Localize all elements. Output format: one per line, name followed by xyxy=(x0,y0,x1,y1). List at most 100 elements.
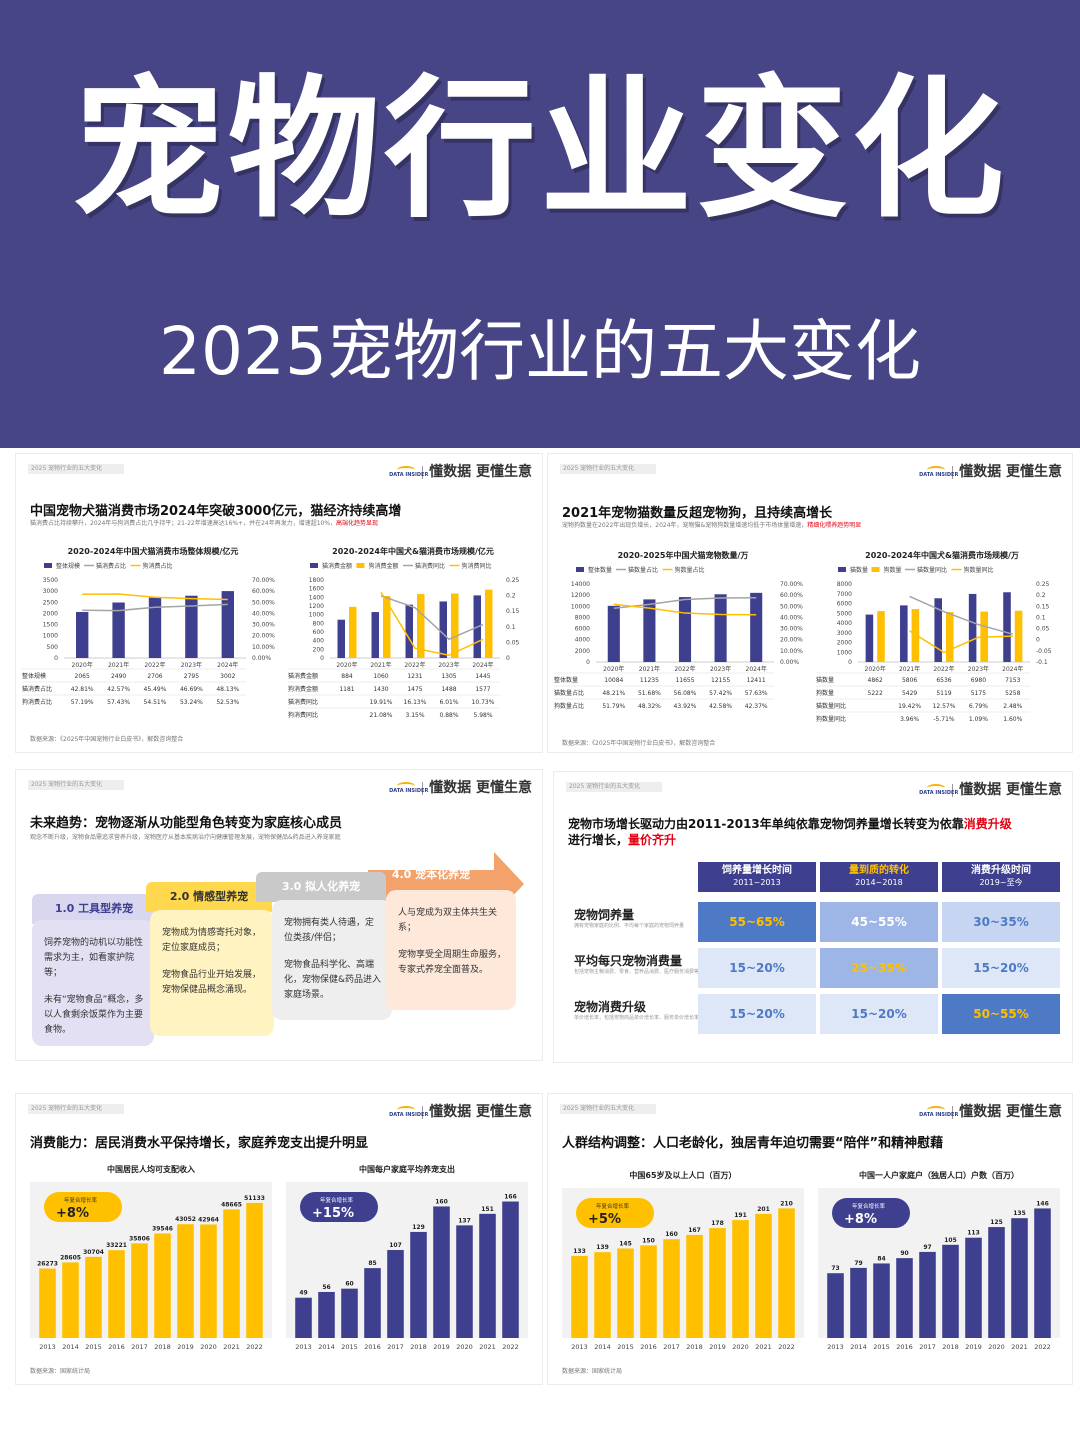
cagr-value: +5% xyxy=(588,1212,621,1227)
bar xyxy=(433,1206,450,1338)
x-tick-label: 2022 xyxy=(502,1343,519,1351)
bar xyxy=(663,1239,680,1338)
cagr-label: 年复合增长率 xyxy=(64,1196,98,1204)
hero-subtitle: 2025宠物行业的五大变化 xyxy=(159,313,921,390)
chart-title: 2020-2024年中国犬猫消费市场整体规模/亿元 xyxy=(68,546,239,556)
cagr-label: 年复合增长率 xyxy=(596,1202,630,1210)
table-row-label: 猫消费同比 xyxy=(288,698,318,706)
bar xyxy=(968,593,977,662)
bar xyxy=(456,1225,473,1338)
table-cell: 53.24% xyxy=(180,699,203,706)
data-label: 133 xyxy=(573,1248,586,1255)
y-tick-label: 14000 xyxy=(571,581,590,588)
table-cell: 6980 xyxy=(971,677,986,684)
data-label: 42964 xyxy=(198,1216,219,1223)
y2-tick-label: 0.15 xyxy=(1036,603,1050,610)
x-tick-label: 2021年 xyxy=(108,661,129,669)
data-label: 137 xyxy=(458,1217,471,1224)
table-cell: 57.63% xyxy=(745,690,768,697)
x-tick-label: 2022 xyxy=(778,1343,795,1351)
bar xyxy=(502,1201,519,1338)
table-cell: 48.21% xyxy=(602,690,625,697)
y2-tick-label: 20.00% xyxy=(780,637,803,644)
table-cell: 48.32% xyxy=(638,703,661,710)
data-label: 210 xyxy=(780,1200,793,1207)
y-tick-label: 1800 xyxy=(309,577,324,584)
table-cell: 6.79% xyxy=(969,703,988,710)
x-tick-label: 2013 xyxy=(571,1343,588,1351)
chart-6: 中国每户家庭平均养宠支出 49 2013 56 2014 60 2015 85 2016 107 2… xyxy=(286,1164,528,1351)
y-tick-label: 3000 xyxy=(43,588,58,595)
table-cell: 1430 xyxy=(373,686,388,693)
bar xyxy=(686,1234,703,1338)
y-tick-label: 2000 xyxy=(43,610,58,617)
stage-1: 1.0 工具型养宠 xyxy=(32,894,156,924)
data-insider-logo-icon: DATA INSIDER xyxy=(389,781,428,795)
table-row-label: 猫消费金额 xyxy=(288,672,318,680)
data-label: 28605 xyxy=(60,1254,81,1261)
table-row-label: 狗消费同比 xyxy=(288,711,318,719)
x-tick-label: 2018 xyxy=(410,1343,427,1351)
x-tick-label: 2021年 xyxy=(639,665,660,673)
y2-tick-label: 0.1 xyxy=(506,624,516,631)
panel-title: 人群结构调整：人口老龄化，独居青年迫切需要“陪伴”和精神慰藉 xyxy=(562,1136,944,1151)
data-label: 191 xyxy=(734,1212,747,1219)
bar xyxy=(221,591,234,658)
x-tick-label: 2013 xyxy=(295,1343,312,1351)
panel-pet-count: 2025 宠物行业的五大变化 DATA INSIDER懂数据 更懂生意 2021… xyxy=(548,454,1072,752)
data-label: 166 xyxy=(504,1194,517,1201)
y2-tick-label: 40.00% xyxy=(780,614,803,621)
data-label: 139 xyxy=(596,1244,609,1251)
x-tick-label: 2014 xyxy=(318,1343,335,1351)
table-cell: 42.81% xyxy=(71,686,94,693)
y-tick-label: 600 xyxy=(313,629,325,636)
data-label: 160 xyxy=(435,1198,448,1205)
chart-title: 2020-2024年中国犬&猫消费市场规模/万 xyxy=(865,550,1019,560)
bar xyxy=(410,1231,427,1338)
table-row-label: 猫数量同比 xyxy=(816,702,846,710)
y-tick-label: 1000 xyxy=(43,633,58,640)
table-row-label: 狗数量 xyxy=(816,689,834,697)
y-tick-label: 10000 xyxy=(571,603,590,610)
y-tick-label: 1000 xyxy=(309,612,324,619)
table-row-label: 狗数量占比 xyxy=(554,702,584,710)
matrix-cell: 50~55% xyxy=(942,994,1060,1034)
data-label: 146 xyxy=(1036,1200,1049,1207)
y2-tick-label: 30.00% xyxy=(252,622,275,629)
table-row-label: 整体规模 xyxy=(22,672,46,680)
table-cell: -5.71% xyxy=(933,716,955,723)
panel-title: 2021年宠物猫数量反超宠物狗，且持续高增长 xyxy=(562,506,833,521)
bar xyxy=(451,593,459,658)
table-cell: 12411 xyxy=(747,677,766,684)
bar xyxy=(76,611,89,658)
chart-7: 中国65岁及以上人口（百万） 133 2013 139 2014 145 2015 150 20… xyxy=(562,1170,804,1351)
y2-tick-label: 0.2 xyxy=(506,593,516,600)
x-tick-label: 2014 xyxy=(594,1343,611,1351)
y-tick-label: 0 xyxy=(848,659,852,666)
table-cell: 1.09% xyxy=(969,716,988,723)
data-label: 105 xyxy=(944,1237,957,1244)
matrix-cell: 45~55% xyxy=(820,902,938,942)
y-tick-label: 800 xyxy=(313,620,325,627)
report-tag: 2025 宠物行业的五大变化 xyxy=(28,780,124,790)
x-tick-label: 2020 xyxy=(200,1343,217,1351)
matrix-cell: 15~20% xyxy=(698,948,816,988)
y-tick-label: 2000 xyxy=(837,640,852,647)
table-cell: 5429 xyxy=(902,690,917,697)
table-cell: 5806 xyxy=(902,677,917,684)
table-cell: 1577 xyxy=(475,686,490,693)
y-tick-label: 0 xyxy=(586,659,590,666)
data-label: 178 xyxy=(711,1220,724,1227)
table-cell: 2.48% xyxy=(1003,703,1022,710)
legend-swatch xyxy=(838,567,846,572)
bar xyxy=(185,595,198,658)
data-label: 60 xyxy=(345,1281,353,1288)
x-tick-label: 2014 xyxy=(850,1343,867,1351)
data-label: 26273 xyxy=(37,1261,58,1268)
bar xyxy=(154,1233,171,1338)
bar xyxy=(607,605,620,662)
bar xyxy=(877,611,885,662)
matrix-row-label: 宠物饲养量 拥有宠物家庭的比例、平均每个家庭的宠物饲养量 xyxy=(574,908,685,929)
